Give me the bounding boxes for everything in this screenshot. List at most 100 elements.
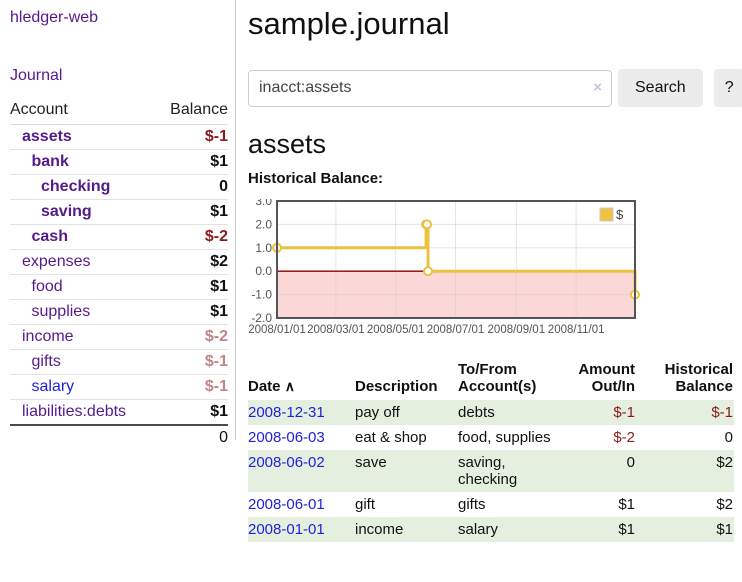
account-name-cell: supplies	[10, 299, 156, 325]
register-amount-cell: 0	[626, 454, 635, 471]
account-name-cell: cash	[10, 224, 156, 250]
register-date-link[interactable]: 2008-06-01	[248, 496, 325, 513]
account-link[interactable]: food	[31, 278, 63, 295]
account-link[interactable]: gifts	[31, 353, 61, 370]
register-description-cell: pay off	[355, 404, 400, 421]
accounts-total-spacer	[10, 424, 156, 450]
account-row: assets $-1	[10, 124, 228, 150]
account-link[interactable]: liabilities:debts	[22, 403, 127, 420]
account-row: expenses $2	[10, 249, 228, 275]
x-tick-label: 2008/05/01	[367, 324, 425, 336]
account-link[interactable]: expenses	[22, 253, 91, 270]
register-date-link[interactable]: 2008-12-31	[248, 404, 325, 421]
register-balance-cell: $1	[716, 521, 733, 538]
account-link[interactable]: saving	[41, 203, 92, 220]
register-amount-cell: $1	[618, 496, 635, 513]
accounts-header-row: Account Balance	[10, 98, 228, 125]
register-header-accounts: To/From Account(s)	[458, 361, 537, 395]
register-accounts-cell: gifts	[458, 496, 486, 513]
account-name-cell: assets	[10, 124, 156, 150]
account-name-cell: gifts	[10, 349, 156, 375]
account-row: bank $1	[10, 149, 228, 175]
account-link[interactable]: income	[22, 328, 74, 345]
account-link[interactable]: assets	[22, 128, 72, 145]
date-header-label: Date	[248, 378, 281, 395]
historical-balance-chart[interactable]: $3.0 2.0 1.0 0.0 -1.0 -2.0 2008/01/01 2008/03/0…	[248, 194, 742, 341]
register-description-cell: eat & shop	[355, 429, 427, 446]
x-tick-label: 2008/01/01	[248, 324, 306, 336]
accounts-header-balance: Balance	[155, 98, 228, 125]
register-description-cell: save	[355, 454, 387, 471]
account-link[interactable]: cash	[31, 228, 68, 245]
y-tick-label: 1.0	[255, 241, 272, 255]
register-date-link[interactable]: 2008-06-02	[248, 454, 325, 471]
search-input[interactable]	[248, 69, 612, 107]
brand-link[interactable]: hledger-web	[10, 9, 99, 26]
account-name-cell: salary	[10, 374, 156, 400]
sidebar: hledger-web Journal Account Balance asse…	[0, 0, 236, 450]
register-date-cell: 2008-06-03	[248, 425, 347, 450]
account-balance: $2	[155, 249, 228, 275]
account-balance: $1	[155, 149, 228, 175]
account-row: checking 0	[10, 174, 228, 200]
table-row: 2008-06-02 save saving, checking 0 $2	[248, 450, 734, 492]
clear-search-icon[interactable]: ×	[593, 78, 602, 96]
account-balance: $-1	[155, 374, 228, 400]
account-balance: $-2	[155, 224, 228, 250]
account-name-cell: income	[10, 324, 156, 350]
register-date-cell: 2008-01-01	[248, 517, 347, 542]
account-title: assets	[248, 129, 327, 159]
register-date-link[interactable]: 2008-06-03	[248, 429, 325, 446]
search-box: ×	[248, 69, 612, 107]
account-name-cell: liabilities:debts	[10, 400, 156, 426]
account-row: supplies $1	[10, 299, 228, 325]
data-point-marker	[423, 266, 434, 277]
register-accounts-cell: debts	[458, 404, 495, 421]
account-link[interactable]: checking	[41, 178, 111, 195]
account-row: liabilities:debts $1	[10, 400, 228, 426]
register-balance-cell: $-1	[711, 404, 733, 421]
search-button[interactable]: Search	[618, 69, 703, 107]
register-header-description: Description	[355, 378, 438, 395]
account-row: income $-2	[10, 324, 228, 350]
register-date-cell: 2008-06-02	[248, 450, 347, 492]
register-header-date[interactable]: Date ∧	[248, 359, 347, 400]
register-amount-cell: $1	[618, 521, 635, 538]
accounts-header-account: Account	[10, 98, 156, 125]
register-accounts-cell: saving, checking	[458, 454, 518, 488]
register-accounts-cell: salary	[458, 521, 499, 538]
y-tick-label: 2.0	[255, 217, 272, 231]
account-name-cell: bank	[10, 149, 156, 175]
account-link[interactable]: bank	[31, 153, 69, 170]
table-row: 2008-06-01 gift gifts $1 $2	[248, 492, 734, 517]
accounts-total-row: 0	[10, 424, 228, 450]
journal-link[interactable]: Journal	[10, 67, 63, 84]
accounts-total-value: 0	[155, 424, 228, 450]
account-balance: $1	[155, 299, 228, 325]
register-balance-cell: $2	[716, 496, 733, 513]
account-link[interactable]: salary	[31, 378, 75, 395]
register-date-cell: 2008-06-01	[248, 492, 347, 517]
register-date-link[interactable]: 2008-01-01	[248, 521, 325, 538]
legend-label: $	[616, 207, 624, 222]
y-tick-label: 0.0	[255, 264, 272, 278]
account-balance: $-1	[155, 349, 228, 375]
x-tick-label: 2008/11/01	[548, 324, 605, 336]
register-balance-cell: 0	[724, 429, 733, 446]
account-balance: 0	[155, 174, 228, 200]
help-button[interactable]: ?	[713, 69, 742, 107]
y-tick-label: -2.0	[251, 311, 272, 325]
table-row: 2008-06-03 eat & shop food, supplies $-2 0	[248, 425, 734, 450]
plot-border	[276, 200, 636, 319]
register-accounts-cell: food, supplies	[458, 429, 551, 446]
account-name-cell: checking	[10, 174, 156, 200]
account-row: food $1	[10, 274, 228, 300]
register-table: Date ∧ Description To/From Account(s) Am…	[248, 359, 734, 542]
register-description-cell: gift	[355, 496, 376, 513]
legend-swatch	[599, 207, 614, 222]
register-header-row: Date ∧ Description To/From Account(s) Am…	[248, 359, 734, 400]
account-balance: $1	[210, 403, 228, 420]
account-link[interactable]: supplies	[31, 303, 91, 320]
chart-title: Historical Balance:	[248, 170, 384, 187]
register-amount-cell: $-1	[613, 404, 635, 421]
